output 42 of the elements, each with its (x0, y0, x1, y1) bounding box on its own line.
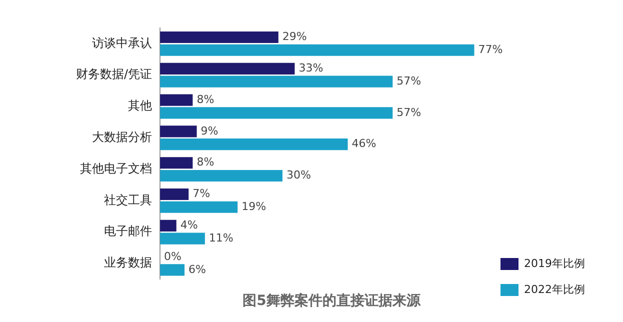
bar (160, 44, 474, 56)
y-tick-label: 电子邮件 (104, 224, 152, 238)
y-tick-label: 大数据分析 (92, 130, 152, 144)
bar (160, 62, 295, 74)
bar (160, 188, 189, 200)
bar (160, 170, 282, 182)
data-label: 11% (208, 231, 234, 244)
legend-label: 2022年比例 (524, 282, 586, 296)
y-tick-label: 访谈中承认 (92, 36, 152, 50)
data-label: 57% (396, 74, 422, 88)
bar (160, 31, 278, 44)
bar (160, 107, 393, 119)
data-label: 4% (180, 218, 198, 232)
data-label: 8% (196, 92, 214, 106)
bar (160, 94, 193, 106)
y-tick-label: 其他电子文档 (80, 161, 152, 176)
legend-label: 2019年比例 (524, 256, 586, 270)
y-tick-label: 其他 (128, 98, 152, 113)
bar (160, 157, 193, 169)
bar (160, 232, 205, 244)
bar (160, 201, 238, 213)
bar (160, 126, 197, 138)
data-label: 0% (164, 250, 182, 263)
data-label: 77% (478, 42, 503, 56)
bar (160, 76, 393, 88)
data-label: 6% (188, 262, 206, 276)
bar (160, 138, 348, 150)
data-label: 46% (352, 137, 376, 150)
data-label: 30% (286, 168, 311, 182)
data-label: 19% (242, 200, 266, 213)
y-tick-label: 业务数据 (104, 256, 152, 270)
data-label: 7% (192, 187, 210, 200)
data-label: 9% (200, 124, 218, 138)
y-tick-label: 社交工具 (104, 192, 152, 207)
bar (160, 220, 176, 232)
data-label: 57% (396, 106, 422, 119)
y-tick-label: 财务数据/凭证 (76, 67, 152, 82)
data-label: 8% (196, 156, 214, 169)
data-label: 33% (298, 62, 324, 75)
text: 图5舞弊案件的直接证据来源 (242, 292, 422, 310)
data-label: 29% (282, 30, 307, 44)
bar (160, 264, 185, 276)
